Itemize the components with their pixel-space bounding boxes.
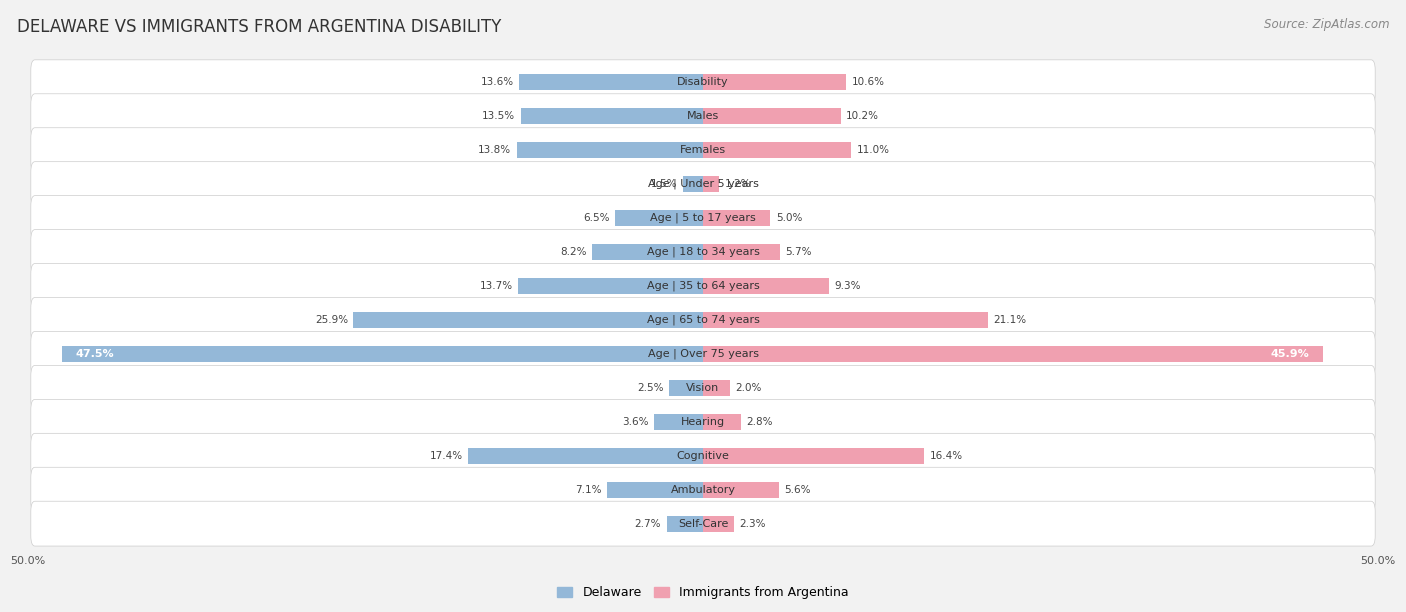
Text: Age | 5 to 17 years: Age | 5 to 17 years (650, 213, 756, 223)
Bar (592, 244, 703, 260)
Text: 2.0%: 2.0% (735, 383, 762, 393)
Text: 13.7%: 13.7% (479, 281, 513, 291)
Text: 10.6%: 10.6% (852, 77, 884, 88)
Text: 17.4%: 17.4% (430, 450, 463, 461)
Bar (703, 414, 741, 430)
FancyBboxPatch shape (31, 162, 1375, 206)
Text: 5.6%: 5.6% (785, 485, 810, 494)
Text: Ambulatory: Ambulatory (671, 485, 735, 494)
Text: 7.1%: 7.1% (575, 485, 602, 494)
Bar (703, 516, 734, 532)
Text: Vision: Vision (686, 383, 720, 393)
Text: DELAWARE VS IMMIGRANTS FROM ARGENTINA DISABILITY: DELAWARE VS IMMIGRANTS FROM ARGENTINA DI… (17, 18, 502, 36)
Bar (666, 516, 703, 532)
Text: 8.2%: 8.2% (561, 247, 586, 257)
Bar (683, 176, 703, 192)
Text: Disability: Disability (678, 77, 728, 88)
Bar (703, 142, 852, 158)
Legend: Delaware, Immigrants from Argentina: Delaware, Immigrants from Argentina (553, 581, 853, 604)
Bar (703, 176, 720, 192)
Text: Age | Under 5 years: Age | Under 5 years (648, 179, 758, 189)
Text: 13.6%: 13.6% (481, 77, 515, 88)
Text: 5.7%: 5.7% (786, 247, 811, 257)
FancyBboxPatch shape (31, 196, 1375, 241)
Text: 5.0%: 5.0% (776, 213, 803, 223)
Text: 11.0%: 11.0% (856, 145, 890, 155)
Text: Age | 65 to 74 years: Age | 65 to 74 years (647, 315, 759, 325)
FancyBboxPatch shape (31, 128, 1375, 173)
Bar (353, 312, 703, 328)
Text: 2.5%: 2.5% (637, 383, 664, 393)
Bar (703, 482, 779, 498)
Text: 13.5%: 13.5% (482, 111, 516, 121)
Text: Self-Care: Self-Care (678, 518, 728, 529)
Text: 9.3%: 9.3% (834, 281, 860, 291)
FancyBboxPatch shape (31, 433, 1375, 478)
Bar (703, 380, 730, 396)
FancyBboxPatch shape (31, 501, 1375, 546)
Bar (703, 448, 924, 464)
Bar (703, 312, 988, 328)
Text: 2.8%: 2.8% (747, 417, 773, 427)
Bar (703, 346, 1323, 362)
Text: 25.9%: 25.9% (315, 315, 349, 325)
Bar (669, 380, 703, 396)
Text: 13.8%: 13.8% (478, 145, 512, 155)
Text: Males: Males (688, 111, 718, 121)
Bar (654, 414, 703, 430)
Text: 2.7%: 2.7% (634, 518, 661, 529)
Bar (517, 142, 703, 158)
Bar (703, 210, 770, 226)
Bar (517, 278, 703, 294)
Bar (703, 74, 846, 90)
Text: 3.6%: 3.6% (623, 417, 650, 427)
Text: 2.3%: 2.3% (740, 518, 766, 529)
FancyBboxPatch shape (31, 400, 1375, 444)
FancyBboxPatch shape (31, 332, 1375, 376)
Bar (703, 278, 828, 294)
Text: Source: ZipAtlas.com: Source: ZipAtlas.com (1264, 18, 1389, 31)
FancyBboxPatch shape (31, 264, 1375, 308)
Text: 45.9%: 45.9% (1270, 349, 1309, 359)
Text: 1.5%: 1.5% (651, 179, 678, 189)
Bar (520, 108, 703, 124)
FancyBboxPatch shape (31, 468, 1375, 512)
Bar (616, 210, 703, 226)
FancyBboxPatch shape (31, 297, 1375, 342)
Text: 21.1%: 21.1% (993, 315, 1026, 325)
FancyBboxPatch shape (31, 365, 1375, 410)
Text: Cognitive: Cognitive (676, 450, 730, 461)
FancyBboxPatch shape (31, 60, 1375, 105)
Bar (607, 482, 703, 498)
FancyBboxPatch shape (31, 94, 1375, 138)
FancyBboxPatch shape (31, 230, 1375, 274)
Text: 10.2%: 10.2% (846, 111, 879, 121)
Text: Age | 35 to 64 years: Age | 35 to 64 years (647, 281, 759, 291)
Text: Age | Over 75 years: Age | Over 75 years (648, 349, 758, 359)
Text: Hearing: Hearing (681, 417, 725, 427)
Text: Age | 18 to 34 years: Age | 18 to 34 years (647, 247, 759, 257)
Bar (62, 346, 703, 362)
Text: 47.5%: 47.5% (76, 349, 114, 359)
Bar (468, 448, 703, 464)
Bar (703, 244, 780, 260)
Text: Females: Females (681, 145, 725, 155)
Bar (703, 108, 841, 124)
Bar (519, 74, 703, 90)
Text: 16.4%: 16.4% (929, 450, 963, 461)
Text: 6.5%: 6.5% (583, 213, 610, 223)
Text: 1.2%: 1.2% (724, 179, 751, 189)
